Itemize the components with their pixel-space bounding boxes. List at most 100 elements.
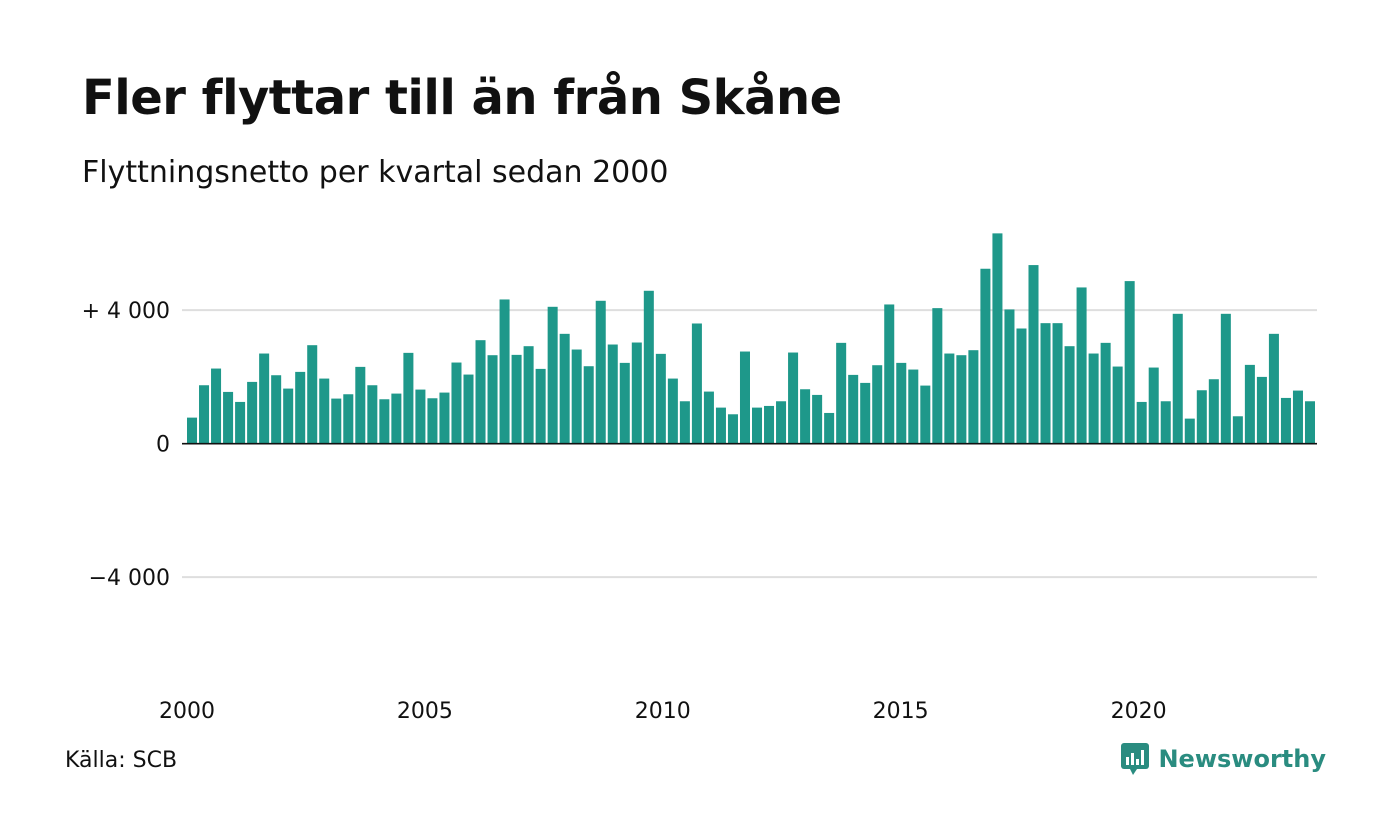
- bar: [1292, 390, 1303, 444]
- newsworthy-logo-icon: [1121, 743, 1150, 775]
- bar: [1016, 328, 1027, 444]
- bar: [1028, 265, 1039, 444]
- bar: [379, 399, 390, 444]
- bar: [836, 342, 847, 444]
- bar: [715, 407, 726, 444]
- bar: [307, 345, 318, 444]
- bar: [776, 401, 787, 444]
- bar: [1064, 346, 1075, 444]
- bar: [187, 417, 198, 444]
- chart-subtitle: Flyttningsnetto per kvartal sedan 2000: [82, 155, 669, 190]
- x-tick-label: 2010: [635, 699, 691, 724]
- bar: [1280, 397, 1291, 444]
- bar: [283, 388, 294, 444]
- y-tick-label: 0: [156, 433, 170, 458]
- bar: [956, 355, 967, 444]
- bar: [511, 354, 522, 444]
- bar: [355, 366, 366, 444]
- bar: [1220, 313, 1231, 444]
- bar: [968, 350, 979, 444]
- bar: [607, 344, 618, 444]
- chart-title: Fler flyttar till än från Skåne: [82, 70, 842, 126]
- bar: [331, 398, 342, 444]
- bars: [187, 233, 1315, 444]
- bar: [1184, 418, 1195, 444]
- bar: [415, 389, 426, 444]
- bar: [1232, 416, 1243, 444]
- bar: [1244, 364, 1255, 444]
- bar: [1004, 309, 1015, 444]
- bar: [920, 385, 931, 444]
- bar: [259, 353, 270, 444]
- bar: [896, 362, 907, 444]
- x-tick-label: 2005: [397, 699, 453, 724]
- brand-logo: Newsworthy: [1120, 742, 1326, 776]
- bar: [295, 371, 306, 444]
- bar: [523, 346, 534, 444]
- bar: [824, 412, 835, 444]
- bar: [1256, 376, 1267, 444]
- bar: [631, 342, 642, 444]
- bar: [655, 353, 666, 444]
- bar: [932, 308, 943, 444]
- bar: [764, 405, 775, 444]
- bar: [595, 300, 606, 444]
- bar: [1100, 342, 1111, 444]
- bar: [1052, 323, 1063, 444]
- bar: [367, 385, 378, 444]
- bar: [439, 392, 450, 444]
- y-tick-label: −4 000: [89, 566, 170, 591]
- bar: [319, 378, 330, 444]
- bar: [559, 333, 570, 444]
- bar: [752, 407, 763, 444]
- bar: [1076, 287, 1087, 444]
- brand-name: Newsworthy: [1158, 745, 1326, 773]
- bar: [703, 391, 714, 444]
- bar: [211, 368, 222, 444]
- x-tick-label: 2000: [159, 699, 215, 724]
- bar: [643, 290, 654, 444]
- bar: [451, 362, 462, 444]
- y-tick-label: + 4 000: [82, 299, 170, 324]
- bar: [1088, 353, 1099, 444]
- bar: [487, 355, 498, 444]
- bar: [727, 414, 738, 444]
- bar: [1040, 323, 1051, 444]
- bar: [739, 351, 750, 444]
- bar: [1196, 390, 1207, 444]
- x-tick-labels: 2000 2005 2010 2015 2020: [159, 699, 1167, 724]
- bar: [944, 353, 955, 444]
- bar: [980, 268, 991, 444]
- bar: [691, 323, 702, 444]
- bar: [403, 352, 414, 444]
- bar: [547, 306, 558, 444]
- bar: [1136, 401, 1147, 444]
- bar: [1160, 401, 1171, 444]
- bar: [1124, 281, 1135, 444]
- bar: [667, 378, 678, 444]
- bar: [1112, 366, 1123, 444]
- bar: [235, 401, 246, 444]
- bar: [1304, 401, 1315, 444]
- bar: [992, 233, 1003, 444]
- bar: [535, 368, 546, 444]
- bar: [1208, 379, 1219, 444]
- bar: [223, 391, 234, 444]
- bar: [872, 365, 883, 444]
- source-note: Källa: SCB: [65, 748, 178, 773]
- x-tick-label: 2015: [873, 699, 929, 724]
- bar: [788, 352, 799, 444]
- bar: [499, 299, 510, 444]
- bar: [1148, 367, 1159, 444]
- bar: [812, 394, 823, 444]
- y-tick-labels: + 4 000 0 −4 000: [82, 299, 170, 591]
- bar: [271, 375, 282, 444]
- bar: [619, 362, 630, 444]
- bar: [679, 401, 690, 444]
- x-tick-label: 2020: [1111, 699, 1167, 724]
- bar: [583, 366, 594, 444]
- bar: [475, 340, 486, 444]
- bar: [884, 304, 895, 444]
- bar: [1172, 313, 1183, 444]
